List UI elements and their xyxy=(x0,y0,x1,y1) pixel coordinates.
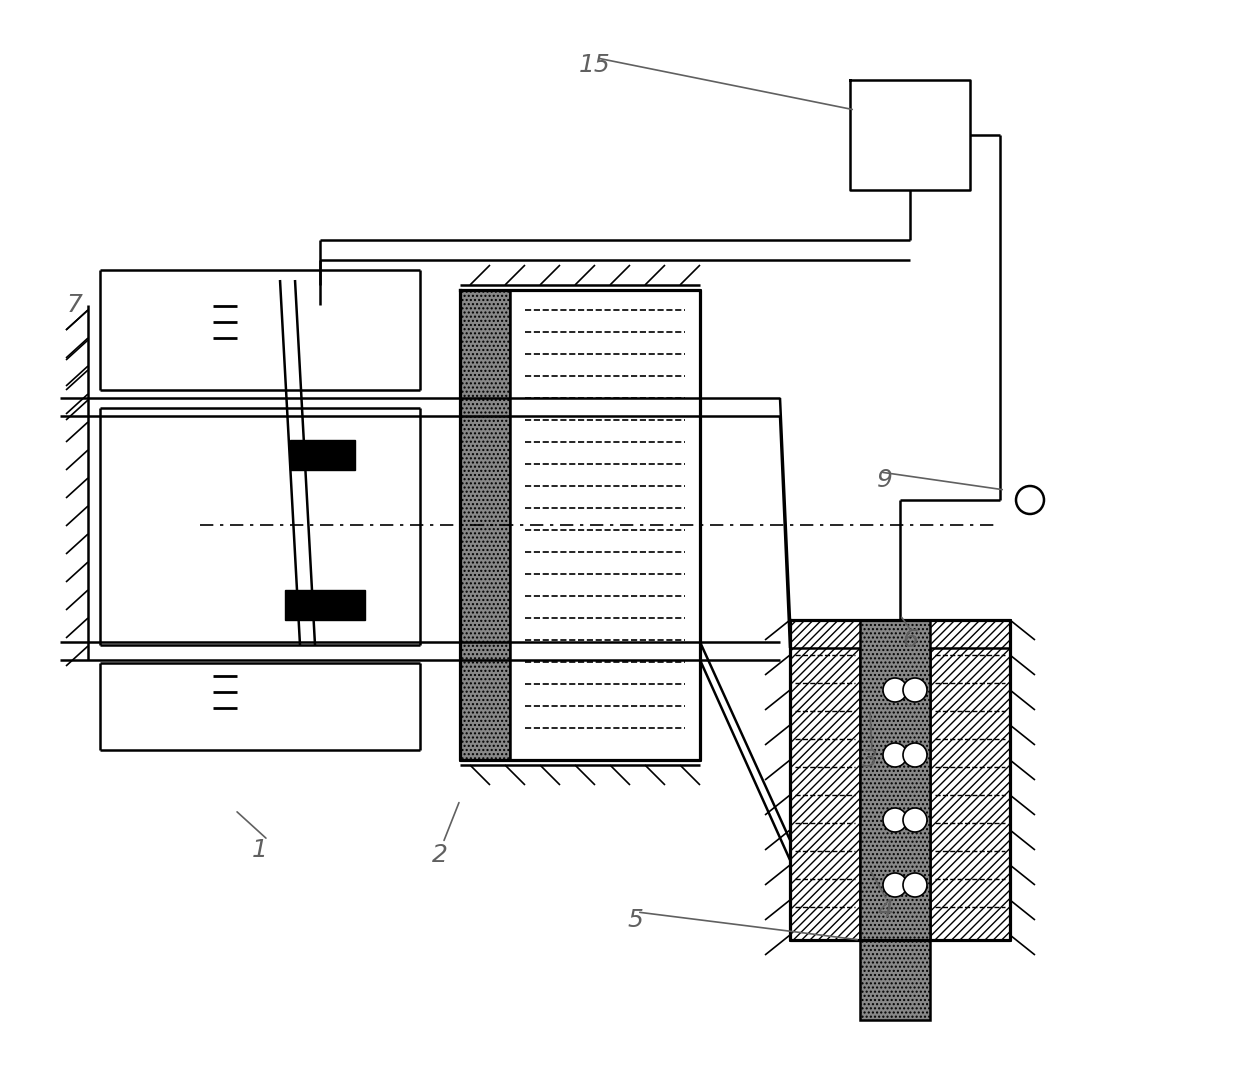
Polygon shape xyxy=(790,620,1011,648)
Text: 1: 1 xyxy=(252,838,268,862)
Text: 7: 7 xyxy=(67,293,83,317)
Circle shape xyxy=(903,743,928,767)
Polygon shape xyxy=(510,290,701,760)
Circle shape xyxy=(883,873,906,897)
Polygon shape xyxy=(285,590,365,620)
Circle shape xyxy=(903,873,928,897)
Text: 4: 4 xyxy=(877,898,893,922)
Text: 15: 15 xyxy=(579,53,611,77)
Polygon shape xyxy=(460,290,510,760)
Circle shape xyxy=(1016,485,1044,514)
Polygon shape xyxy=(930,620,1011,940)
Polygon shape xyxy=(861,620,930,1020)
Circle shape xyxy=(903,678,928,702)
Circle shape xyxy=(883,678,906,702)
Polygon shape xyxy=(790,620,861,940)
Circle shape xyxy=(883,808,906,832)
Text: 9: 9 xyxy=(877,468,893,492)
Text: 6: 6 xyxy=(901,628,918,652)
Circle shape xyxy=(883,743,906,767)
Text: 3: 3 xyxy=(862,748,878,773)
Circle shape xyxy=(903,808,928,832)
Polygon shape xyxy=(290,440,355,469)
Text: 5: 5 xyxy=(627,908,642,931)
Text: 2: 2 xyxy=(432,843,448,867)
